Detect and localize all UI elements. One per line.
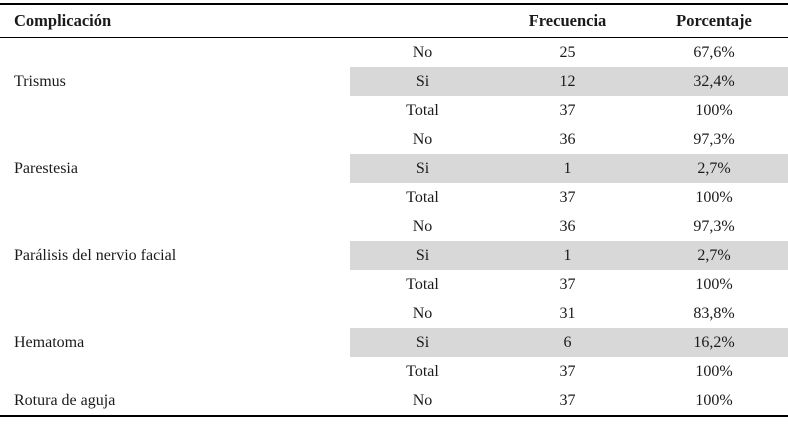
frequency-cell: 37 [559, 189, 576, 206]
percentage-cell: 100% [695, 276, 733, 293]
percentage-cell: 100% [695, 102, 733, 119]
complication-label: Parestesia [14, 160, 78, 177]
percentage-cell: 100% [695, 392, 733, 409]
answer-cell: No [412, 218, 433, 235]
header-percentage: Porcentaje [676, 11, 752, 30]
complication-label: Parálisis del nervio facial [14, 247, 177, 264]
table-header-row: Complicación Frecuencia Porcentaje [0, 3, 788, 38]
percentage-cell: 97,3% [693, 131, 735, 148]
percentage-cell: 83,8% [693, 305, 735, 322]
frequency-cell: 25 [559, 44, 576, 61]
percentage-cell: 97,3% [693, 218, 735, 235]
answer-cell: No [412, 44, 433, 61]
answer-cell: Si [350, 241, 495, 270]
percentage-cell: 2,7% [640, 241, 788, 270]
answer-cell: Total [406, 102, 439, 119]
complications-table: Complicación Frecuencia Porcentaje Trism… [0, 3, 788, 417]
frequency-cell: 6 [495, 328, 640, 357]
complication-group: Parestesia No 36 97,3% Si 1 2,7% Total 37 100% [0, 125, 788, 212]
percentage-cell: 100% [695, 363, 733, 380]
answer-cell: No [412, 305, 433, 322]
complication-label: Trismus [14, 73, 66, 90]
frequency-cell: 31 [559, 305, 576, 322]
frequency-cell: 37 [559, 363, 576, 380]
complication-group: Trismus No 25 67,6% Si 12 32,4% Total 37 100% [0, 38, 788, 125]
complication-group: Parálisis del nervio facial No 36 97,3% Si 1 2… [0, 212, 788, 299]
table-body: Trismus No 25 67,6% Si 12 32,4% Total 37 100% Pare… [0, 38, 788, 417]
frequency-cell: 1 [495, 241, 640, 270]
complication-group: Hematoma No 31 83,8% Si 6 16,2% Total 37 100% [0, 299, 788, 386]
answer-cell: Si [350, 328, 495, 357]
frequency-cell: 37 [559, 392, 576, 409]
complication-label: Rotura de aguja [14, 392, 116, 409]
percentage-cell: 16,2% [640, 328, 788, 357]
frequency-cell: 36 [559, 218, 576, 235]
answer-cell: Si [350, 67, 495, 96]
answer-cell: Si [350, 154, 495, 183]
answer-cell: Total [406, 276, 439, 293]
frequency-cell: 12 [495, 67, 640, 96]
percentage-cell: 32,4% [640, 67, 788, 96]
header-complication: Complicación [14, 11, 112, 30]
percentage-cell: 100% [695, 189, 733, 206]
frequency-cell: 1 [495, 154, 640, 183]
answer-cell: Total [406, 189, 439, 206]
header-frequency: Frecuencia [528, 11, 607, 30]
answer-cell: No [412, 392, 433, 409]
frequency-cell: 37 [559, 102, 576, 119]
complication-group: Rotura de aguja No 37 100% [0, 386, 788, 415]
percentage-cell: 2,7% [640, 154, 788, 183]
complication-label: Hematoma [14, 334, 85, 351]
answer-cell: Total [406, 363, 439, 380]
answer-cell: No [412, 131, 433, 148]
frequency-cell: 37 [559, 276, 576, 293]
frequency-cell: 36 [559, 131, 576, 148]
percentage-cell: 67,6% [693, 44, 735, 61]
